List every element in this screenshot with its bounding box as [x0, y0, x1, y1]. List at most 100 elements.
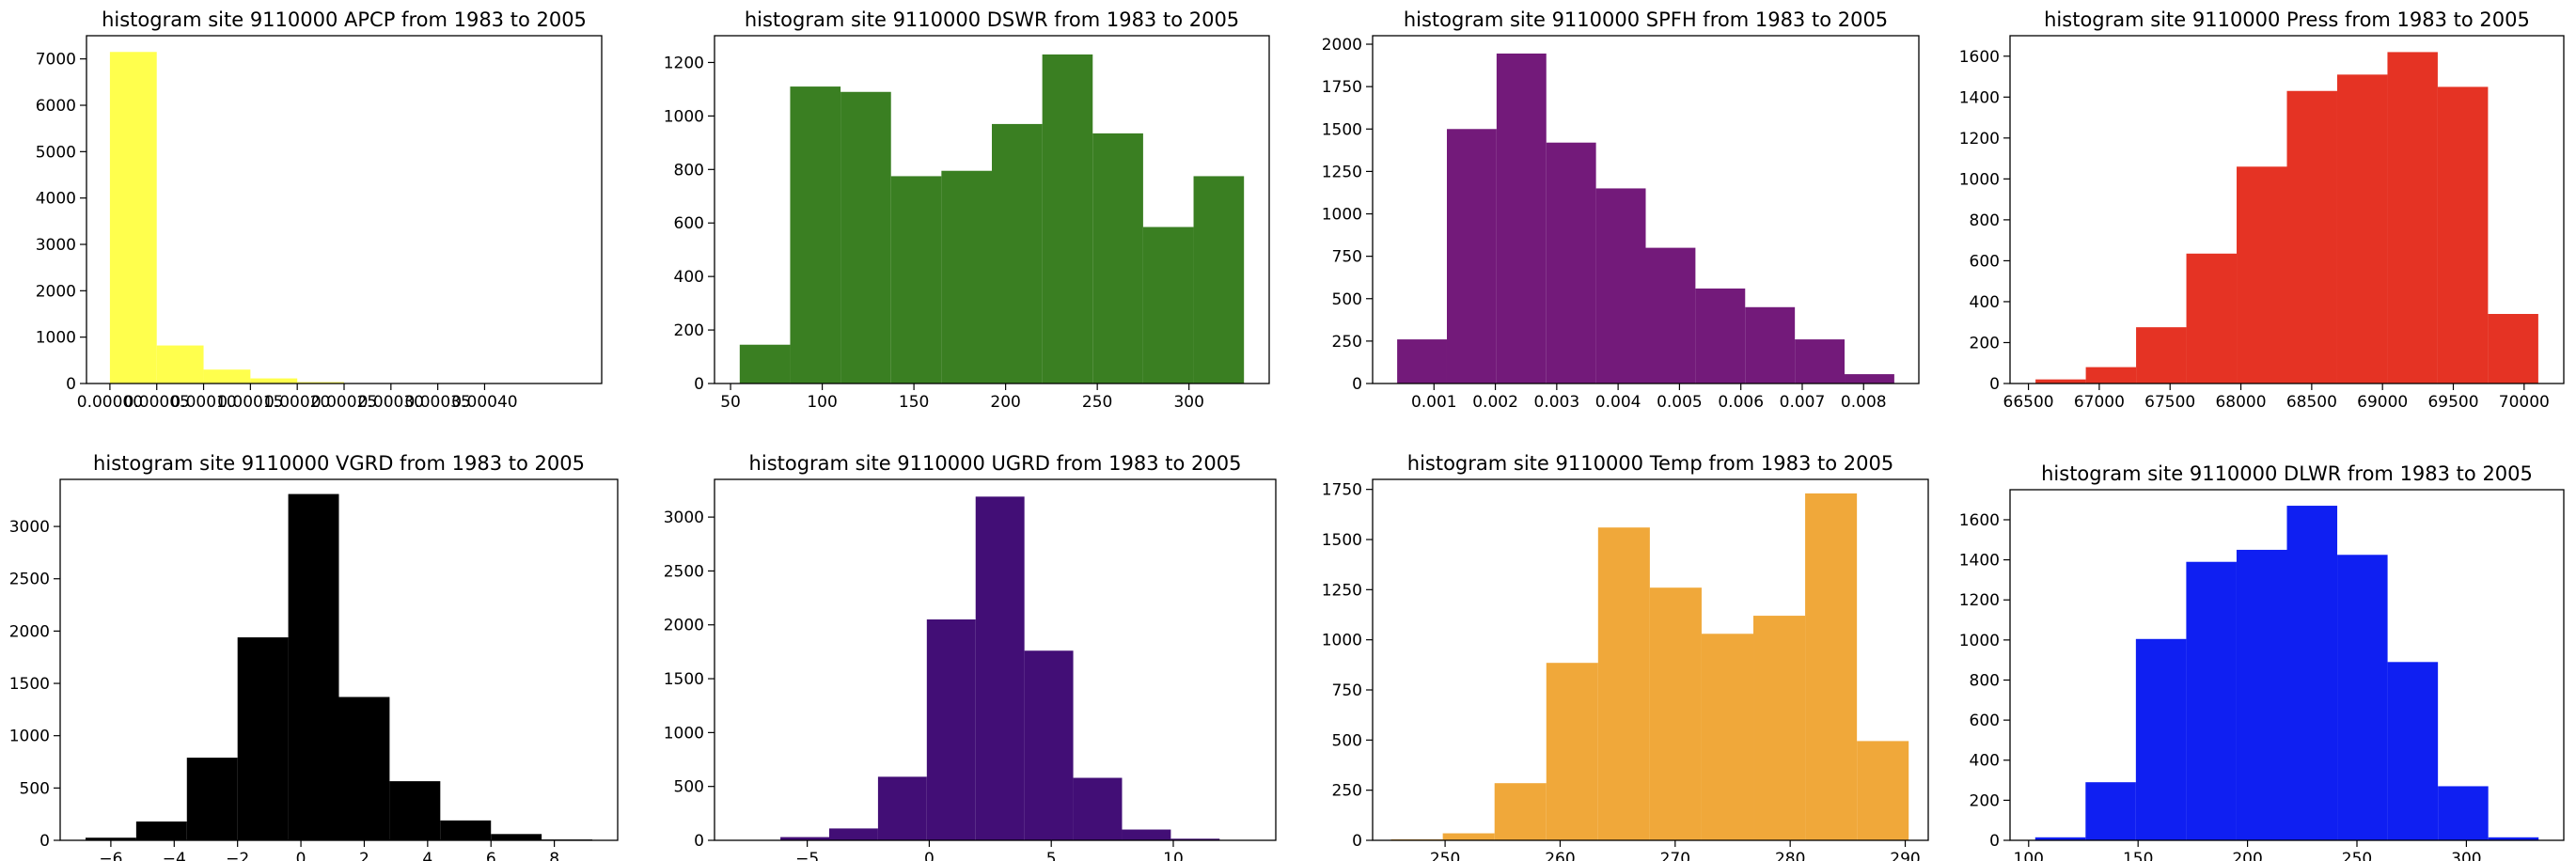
y-tick-label: 1000 [664, 724, 704, 743]
y-tick-label: 1500 [664, 670, 704, 689]
y-tick-label: 1000 [1322, 206, 1362, 225]
x-tick-label: 100 [2014, 850, 2044, 861]
y-tick-label: 1250 [1322, 581, 1362, 600]
histogram-bar [1442, 833, 1495, 840]
y-tick-label: 750 [1332, 681, 1362, 700]
histogram-bar [1753, 616, 1806, 840]
x-tick-label: −2 [226, 850, 249, 861]
x-tick-label: 200 [990, 393, 1020, 412]
histogram-bar [1546, 663, 1598, 840]
histogram-bar [135, 821, 187, 840]
axes-frame [2009, 489, 2565, 841]
histogram-bar [1042, 54, 1093, 384]
y-tick-label: 500 [1332, 731, 1362, 750]
histogram-bar [1170, 838, 1220, 840]
x-tick-label: 280 [1775, 850, 1805, 861]
histogram-bar [1745, 306, 1796, 384]
x-tick-label: 0.00010 [170, 393, 236, 412]
y-tick-label: 200 [674, 321, 704, 340]
x-tick-label: −6 [99, 850, 122, 861]
y-tick-label: 800 [674, 161, 704, 180]
x-tick-label: 70000 [2499, 393, 2550, 412]
histogram-bar [237, 637, 289, 840]
y-tick-label: 1600 [1959, 511, 2000, 530]
histogram-bar [1546, 142, 1596, 384]
histogram-bar [1857, 741, 1909, 840]
chart-title: histogram site 9110000 DSWR from 1983 to… [745, 8, 1239, 31]
x-tick-label: 0.001 [1411, 393, 1457, 412]
histogram-bar [2237, 166, 2287, 384]
axes-frame [714, 35, 1270, 384]
y-tick-label: 1400 [1959, 552, 2000, 571]
y-tick-label: 250 [1332, 782, 1362, 801]
histogram-bar [156, 345, 204, 384]
y-tick-label: 800 [1970, 671, 2000, 690]
histogram-bar [828, 828, 878, 840]
histogram-panel-3: histogram site 9110000 SPFH from 1983 to… [1322, 8, 1920, 412]
x-tick-label: 0.003 [1534, 393, 1580, 412]
histogram-bar [1024, 650, 1074, 840]
histogram-bar [1092, 133, 1143, 384]
axes-frame [86, 35, 603, 384]
histogram-bar [1073, 777, 1123, 840]
histogram-bar [1845, 374, 1894, 384]
x-tick-label: 150 [2123, 850, 2153, 861]
y-tick-label: 1500 [1322, 531, 1362, 550]
x-tick-label: 0.002 [1472, 393, 1518, 412]
y-tick-label: 1750 [1322, 481, 1362, 500]
x-tick-label: 2 [359, 850, 369, 861]
histogram-bar [926, 619, 976, 840]
x-tick-label: 0.00035 [404, 393, 470, 412]
y-tick-label: 0 [66, 375, 76, 394]
y-tick-label: 4000 [36, 190, 76, 209]
y-tick-label: 1000 [1959, 632, 2000, 650]
y-tick-label: 2000 [664, 617, 704, 635]
x-tick-label: 0.00005 [124, 393, 190, 412]
y-tick-label: 3000 [664, 509, 704, 527]
histogram-panel-5: histogram site 9110000 VGRD from 1983 to… [9, 452, 619, 861]
histogram-bar [1805, 493, 1858, 840]
y-tick-label: 600 [1970, 712, 2000, 730]
x-tick-label: 0 [924, 850, 935, 861]
histogram-bar [2387, 52, 2438, 384]
y-tick-label: 2000 [1322, 36, 1362, 55]
x-tick-label: 0.004 [1595, 393, 1641, 412]
x-tick-label: 250 [2342, 850, 2372, 861]
histogram-bar [2488, 314, 2538, 384]
y-tick-label: 250 [1332, 333, 1362, 352]
histogram-bar [186, 758, 238, 840]
histogram-bar [992, 123, 1043, 384]
histogram-bar [338, 697, 390, 840]
x-tick-label: 69000 [2357, 393, 2408, 412]
chart-title: histogram site 9110000 APCP from 1983 to… [102, 8, 587, 31]
histogram-bar [1597, 527, 1650, 840]
axes-frame [59, 478, 619, 841]
histogram-panel-8: histogram site 9110000 DLWR from 1983 to… [1959, 462, 2565, 861]
histogram-bar [250, 378, 298, 384]
y-tick-label: 200 [1970, 791, 2000, 810]
y-tick-label: 2500 [664, 562, 704, 581]
histogram-bar [1397, 339, 1447, 384]
y-tick-label: 2500 [9, 571, 50, 589]
histogram-bar [2035, 379, 2086, 384]
histogram-bar [890, 176, 942, 384]
y-tick-label: 1000 [9, 728, 50, 746]
histogram-bar [85, 838, 136, 840]
histogram-bar [1494, 783, 1547, 840]
x-tick-label: −4 [163, 850, 186, 861]
y-tick-label: 1500 [1322, 120, 1362, 139]
x-tick-label: 0.008 [1841, 393, 1887, 412]
x-tick-label: 150 [899, 393, 929, 412]
y-tick-label: 400 [1970, 752, 2000, 771]
y-tick-label: 200 [1970, 334, 2000, 352]
histogram-bar [2186, 561, 2237, 840]
y-tick-label: 0 [1989, 832, 2000, 851]
histogram-bar [1142, 227, 1194, 384]
histogram-bar [2085, 367, 2137, 384]
x-tick-label: 290 [1890, 850, 1920, 861]
y-tick-label: 400 [1970, 293, 2000, 312]
y-tick-label: 1500 [9, 675, 50, 694]
x-tick-label: 0.00020 [264, 393, 330, 412]
y-tick-label: 500 [20, 779, 50, 798]
histogram-bar [2438, 786, 2489, 840]
